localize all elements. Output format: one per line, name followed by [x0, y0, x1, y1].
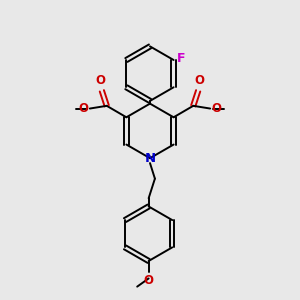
Text: N: N: [144, 152, 156, 165]
Text: F: F: [177, 52, 185, 65]
Text: O: O: [95, 74, 106, 87]
Text: O: O: [144, 274, 154, 287]
Text: O: O: [194, 74, 205, 87]
Text: O: O: [79, 102, 88, 115]
Text: O: O: [212, 102, 221, 115]
